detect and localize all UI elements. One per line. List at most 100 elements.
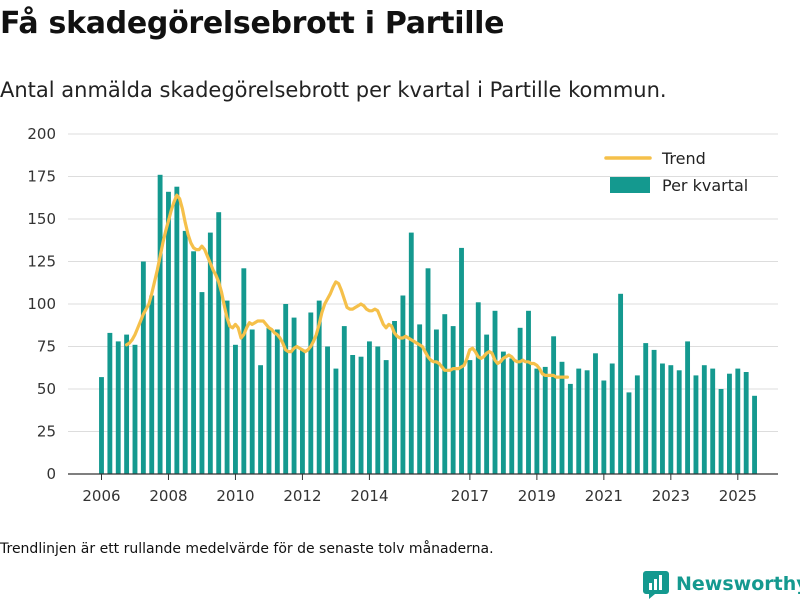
bar [333,368,339,474]
bar [634,375,640,474]
bar [618,293,624,474]
bar [459,247,464,474]
legend-bar-label: Per kvartal [662,176,748,195]
bar [542,366,548,474]
newsworthy-logo[interactable]: Newsworthy [643,568,800,600]
y-tick-label: 125 [27,253,56,271]
bar [526,310,531,474]
trend-line [124,193,570,379]
bar [224,300,230,474]
bar [601,380,607,474]
chart-title: Få skadegörelsebrott i Partille [0,6,505,41]
y-tick-label: 200 [27,125,56,143]
x-tick-label: 2006 [82,487,120,505]
bar [743,372,749,474]
bar [584,370,590,474]
bar [283,304,289,474]
x-tick-label: 2012 [283,487,321,505]
bar [233,344,238,474]
bar [182,230,188,474]
bar [417,324,423,474]
bar-chart-logo-icon [643,571,669,599]
axes: 0 25 50 75 100 125 150 175 200 2006 2008 2010 2012 20… [27,125,778,505]
bar [166,191,171,475]
bar [534,368,540,474]
legend: Trend Per kvartal [604,149,748,195]
x-tick-label: 2023 [652,487,690,505]
x-tick-label: 2010 [216,487,254,505]
x-tick-label: 2021 [585,487,623,505]
bar [500,351,506,474]
chart-subtitle: Antal anmälda skadegörelsebrott per kvar… [0,78,667,102]
bar [676,370,682,474]
bar [685,341,691,474]
bar [701,365,707,474]
y-tick-label: 25 [37,423,56,441]
bar [157,174,163,475]
bar [626,392,632,474]
bar [651,349,657,474]
y-tick-label: 0 [46,465,56,483]
bar [450,326,456,474]
y-tick-label: 75 [37,338,56,356]
x-tick-label: 2014 [350,487,388,505]
bar [517,327,523,474]
legend-bar-swatch [610,177,650,193]
y-tick-label: 175 [27,168,56,186]
bar [442,314,448,474]
bar [266,327,272,474]
legend-trend-label: Trend [661,149,706,168]
bar [124,334,130,474]
bar [115,341,121,474]
x-tick-label: 2019 [518,487,556,505]
bar [174,186,180,474]
y-tick-label: 100 [27,295,56,313]
bar [366,341,372,474]
bar [668,365,674,474]
bar [107,332,113,474]
bar [308,312,314,474]
bar [149,295,155,474]
bar [551,336,557,474]
bar [425,268,431,474]
bar [392,321,397,474]
bar [350,355,356,474]
bar [258,365,263,474]
x-tick-label: 2008 [149,487,187,505]
bars [99,174,757,475]
bar [191,251,197,474]
bar [484,334,490,474]
bar [710,368,716,474]
brand-name: Newsworthy [676,573,800,595]
bar [274,329,280,474]
bar [609,363,615,474]
bar [341,326,347,474]
x-tick-label: 2017 [451,487,489,505]
bar [492,310,498,474]
bar [358,356,364,474]
bar [400,295,406,474]
bar [132,344,138,474]
x-tick-label: 2025 [719,487,757,505]
bar-chart: 0 25 50 75 100 125 150 175 200 2006 2008 2010 2012 20… [27,125,778,505]
bar [383,360,389,474]
bar [249,329,255,474]
bar [567,383,573,474]
bar [735,368,741,474]
bar [207,232,213,474]
bar [576,368,582,474]
trend-line-layer [124,193,570,379]
bar [660,363,665,474]
bar [467,360,473,474]
bar [475,302,481,474]
y-tick-label: 50 [37,380,56,398]
bar [752,395,757,474]
bar [375,346,381,474]
bar [199,292,205,474]
bar [300,349,305,474]
bar [509,358,515,474]
bar [433,329,439,474]
bar [316,300,322,474]
bar [727,373,732,474]
bar [718,389,724,474]
